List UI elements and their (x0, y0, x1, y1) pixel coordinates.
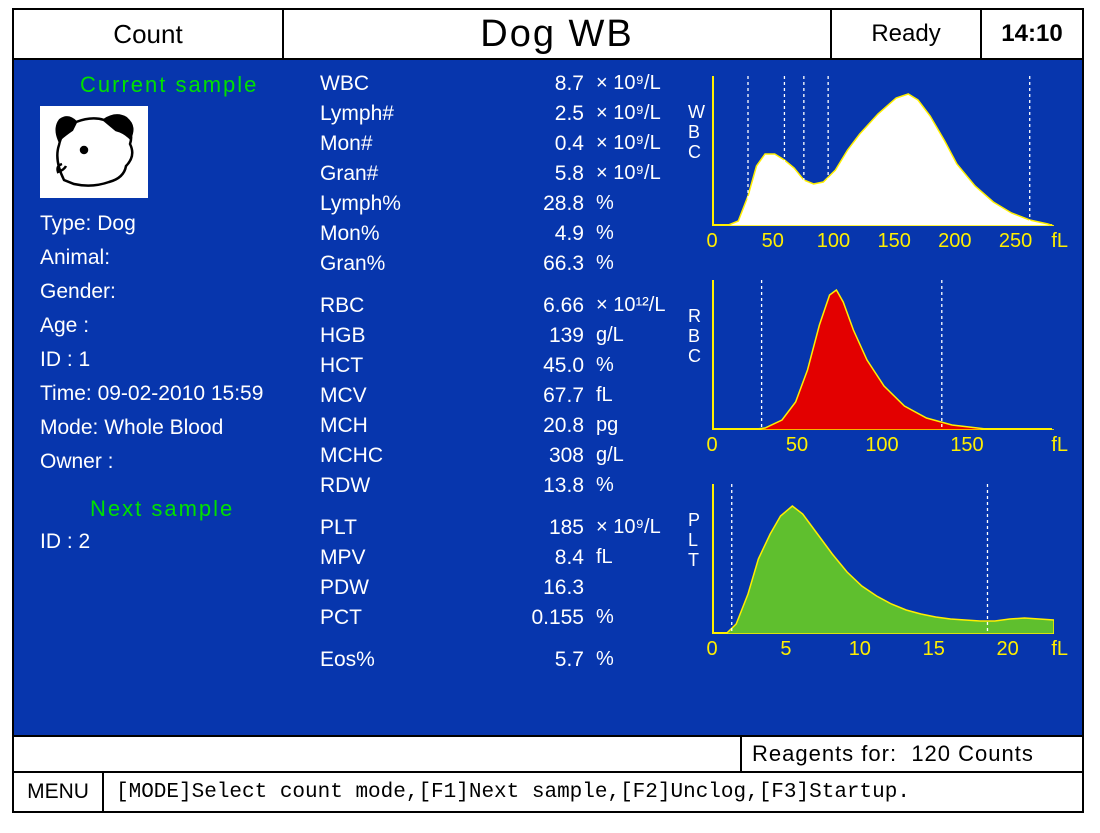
param-name-Eos%: Eos% (320, 648, 500, 672)
param-value-HGB: 139g/L (500, 324, 680, 354)
page-title: Dog WB (284, 10, 832, 58)
chart-rbc-xunit: fL (1051, 434, 1068, 457)
param-name-PCT: PCT (320, 606, 500, 630)
sample-info-column: Current sample Type: Dog Animal: (40, 72, 320, 723)
param-value-Lymph#: 2.5× 10⁹/L (500, 102, 680, 132)
param-value-Mon#: 0.4× 10⁹/L (500, 132, 680, 162)
param-name-PLT: PLT (320, 516, 500, 540)
param-value-Gran%: 66.3% (500, 252, 680, 282)
screen: Count Dog WB Ready 14:10 Current sample (12, 8, 1084, 813)
param-name-Gran#: Gran# (320, 162, 500, 186)
param-value-RBC: 6.66× 10¹²/L (500, 294, 680, 324)
param-name-Mon%: Mon% (320, 222, 500, 246)
next-id-field: ID : 2 (40, 530, 320, 554)
param-name-MCH: MCH (320, 414, 500, 438)
param-value-Eos%: 5.7% (500, 648, 680, 678)
current-sample-header: Current sample (80, 72, 320, 98)
reagents-bar: Reagents for: 120 Counts (14, 735, 1082, 771)
chart-plt-ylabel: PLT (688, 510, 700, 570)
status-label: Ready (832, 10, 982, 58)
param-value-MPV: 8.4fL (500, 546, 680, 576)
owner-field: Owner : (40, 450, 320, 474)
param-name-Gran%: Gran% (320, 252, 500, 276)
chart-wbc-ylabel: WBC (688, 102, 705, 162)
param-value-MCV: 67.7fL (500, 384, 680, 414)
next-sample-header: Next sample (90, 496, 320, 522)
chart-wbc-xunit: fL (1051, 230, 1068, 253)
param-name-Lymph#: Lymph# (320, 102, 500, 126)
id-field: ID : 1 (40, 348, 320, 372)
menu-button[interactable]: MENU (14, 773, 104, 811)
param-name-RBC: RBC (320, 294, 500, 318)
param-name-RDW: RDW (320, 474, 500, 498)
param-name-column: WBC Lymph# Mon# Gran# Lymph% Mon% Gran% RBC HGB H… (320, 72, 500, 723)
time-field: Time: 09-02-2010 15:59 (40, 382, 320, 406)
param-value-MCHC: 308g/L (500, 444, 680, 474)
mode-field: Mode: Whole Blood (40, 416, 320, 440)
param-value-MCH: 20.8pg (500, 414, 680, 444)
wbc-histogram: WBC 050100150200250 fL (690, 72, 1062, 262)
param-value-PDW: 16.3 (500, 576, 680, 606)
param-name-Mon#: Mon# (320, 132, 500, 156)
main-panel: Current sample Type: Dog Animal: (14, 60, 1082, 735)
param-name-MCV: MCV (320, 384, 500, 408)
param-value-PLT: 185× 10⁹/L (500, 516, 680, 546)
chart-plt-xunit: fL (1051, 638, 1068, 661)
param-value-Mon%: 4.9% (500, 222, 680, 252)
param-value-HCT: 45.0% (500, 354, 680, 384)
clock: 14:10 (982, 10, 1082, 58)
param-value-RDW: 13.8% (500, 474, 680, 504)
animal-field: Animal: (40, 246, 320, 270)
param-value-column: 8.7× 10⁹/L 2.5× 10⁹/L 0.4× 10⁹/L 5.8× 10… (500, 72, 680, 723)
param-value-WBC: 8.7× 10⁹/L (500, 72, 680, 102)
chart-rbc-ylabel: RBC (688, 306, 701, 366)
help-text: [MODE]Select count mode,[F1]Next sample,… (104, 773, 1082, 811)
charts-column: WBC 050100150200250 fL RBC 050100150 fL … (680, 72, 1062, 723)
animal-image (40, 106, 148, 198)
param-name-Lymph%: Lymph% (320, 192, 500, 216)
param-name-HCT: HCT (320, 354, 500, 378)
param-value-Gran#: 5.8× 10⁹/L (500, 162, 680, 192)
gender-field: Gender: (40, 280, 320, 304)
param-name-MPV: MPV (320, 546, 500, 570)
param-value-PCT: 0.155% (500, 606, 680, 636)
plt-histogram: PLT 05101520 fL (690, 480, 1062, 670)
top-bar: Count Dog WB Ready 14:10 (14, 10, 1082, 60)
age-field: Age : (40, 314, 320, 338)
reagents-label: Reagents for: (752, 741, 897, 767)
reagents-value: 120 Counts (911, 741, 1034, 767)
mode-label: Count (14, 10, 284, 58)
param-value-Lymph%: 28.8% (500, 192, 680, 222)
bottom-bar: MENU [MODE]Select count mode,[F1]Next sa… (14, 771, 1082, 811)
param-name-HGB: HGB (320, 324, 500, 348)
param-name-PDW: PDW (320, 576, 500, 600)
rbc-histogram: RBC 050100150 fL (690, 276, 1062, 466)
param-name-MCHC: MCHC (320, 444, 500, 468)
param-name-WBC: WBC (320, 72, 500, 96)
type-field: Type: Dog (40, 212, 320, 236)
